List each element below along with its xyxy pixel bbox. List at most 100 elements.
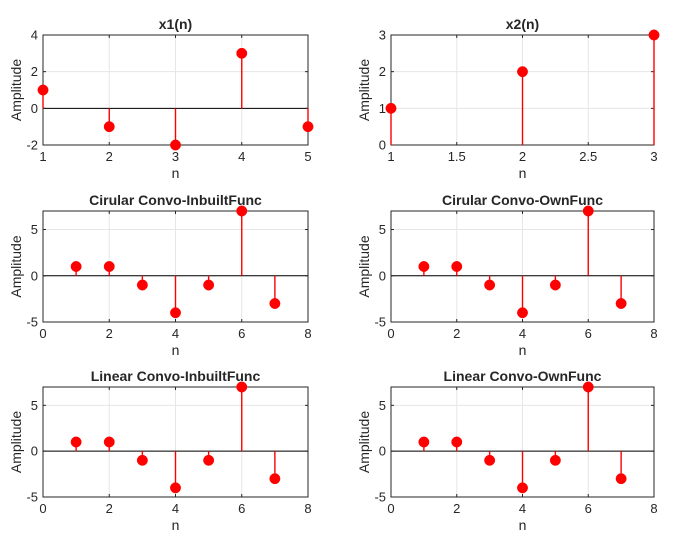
stem-marker: [236, 47, 248, 59]
y-tick-label: 3: [379, 28, 386, 43]
x-tick-label: 2: [106, 149, 113, 164]
stem-marker: [615, 298, 627, 309]
stem-marker: [582, 381, 594, 393]
x-tick-label: 4: [172, 501, 179, 516]
stem-marker: [451, 261, 463, 272]
y-tick-label: 5: [379, 398, 386, 413]
x-tick-label: 2: [106, 501, 113, 516]
x-tick-label: 2: [519, 149, 526, 164]
y-axis-label: Amplitude: [356, 235, 372, 297]
stem-series: [418, 381, 627, 494]
stem-marker: [103, 121, 115, 133]
x-tick-label: 2: [106, 326, 113, 341]
subplot-title: x1(n): [159, 16, 192, 32]
x-tick-label: 1: [39, 149, 46, 164]
subplot-title: Cirular Convo-OwnFunc: [442, 192, 603, 208]
x-axis-label: n: [172, 517, 180, 533]
y-axis-label: Amplitude: [356, 411, 372, 473]
stem-series: [70, 381, 281, 494]
stem-marker: [302, 121, 314, 133]
x-tick-label: 3: [650, 149, 657, 164]
y-axis-label: Amplitude: [356, 59, 372, 121]
y-tick-label: -5: [374, 490, 386, 505]
x-axis-label: n: [519, 342, 527, 358]
y-tick-label: 0: [31, 444, 38, 459]
x-axis-label: n: [172, 342, 180, 358]
y-tick-label: -5: [26, 315, 38, 330]
stem-series: [385, 29, 660, 145]
x-tick-label: 6: [585, 326, 592, 341]
x-tick-label: 4: [172, 326, 179, 341]
y-axis-label: Amplitude: [8, 59, 24, 121]
x-tick-label: 2: [453, 501, 460, 516]
x-tick-label: 4: [519, 326, 526, 341]
y-tick-label: 5: [379, 222, 386, 237]
stem-marker: [517, 66, 528, 78]
stem-marker: [170, 139, 181, 151]
x-axis-label: n: [519, 165, 527, 181]
stem-marker: [549, 279, 561, 291]
stem-series: [37, 47, 314, 151]
stem-marker: [517, 307, 528, 319]
x-tick-label: 0: [387, 501, 394, 516]
x-tick-label: 1.5: [448, 149, 466, 164]
y-tick-label: 1: [379, 101, 386, 116]
y-tick-label: 2: [31, 64, 38, 79]
stem-marker: [582, 205, 594, 217]
y-axis-label: Amplitude: [8, 411, 24, 473]
stem-marker: [648, 29, 660, 41]
stem-marker: [103, 436, 115, 448]
stem-series: [70, 205, 281, 319]
stem-marker: [484, 454, 496, 466]
x-tick-label: 6: [238, 501, 245, 516]
x-tick-label: 0: [39, 326, 46, 341]
y-tick-label: 0: [379, 138, 386, 153]
x-tick-label: 8: [304, 501, 311, 516]
y-tick-label: 0: [379, 444, 386, 459]
y-tick-label: 5: [31, 398, 38, 413]
x-tick-label: 2.5: [579, 149, 597, 164]
subplot-title: Linear Convo-OwnFunc: [444, 368, 602, 384]
stem-marker: [70, 261, 82, 272]
x-tick-label: 1: [387, 149, 394, 164]
stem-marker: [103, 261, 115, 272]
x-tick-label: 0: [387, 326, 394, 341]
x-tick-label: 8: [650, 501, 657, 516]
stem-series: [418, 205, 627, 319]
y-tick-label: 0: [31, 101, 38, 116]
x-tick-label: 0: [39, 501, 46, 516]
stem-marker: [37, 84, 49, 96]
x-tick-label: 6: [585, 501, 592, 516]
stem-marker: [236, 205, 248, 217]
stem-marker: [136, 279, 148, 291]
x-tick-label: 8: [650, 326, 657, 341]
stem-marker: [170, 307, 181, 319]
stem-marker: [418, 436, 430, 448]
x-tick-label: 8: [304, 326, 311, 341]
y-tick-label: -5: [374, 315, 386, 330]
stem-marker: [549, 454, 561, 466]
subplot-title: Linear Convo-InbuiltFunc: [91, 368, 261, 384]
x-tick-label: 2: [453, 326, 460, 341]
stem-marker: [451, 436, 463, 448]
y-tick-label: 4: [31, 28, 38, 43]
subplot-title: Cirular Convo-InbuiltFunc: [89, 192, 262, 208]
stem-marker: [615, 473, 627, 485]
stem-marker: [170, 482, 181, 494]
stem-marker: [203, 454, 215, 466]
y-axis-label: Amplitude: [8, 235, 24, 297]
stem-marker: [70, 436, 82, 448]
y-tick-label: -5: [26, 490, 38, 505]
y-tick-label: 5: [31, 222, 38, 237]
subplot-title: x2(n): [506, 16, 539, 32]
x-axis-label: n: [172, 165, 180, 181]
y-tick-label: 0: [31, 268, 38, 283]
stem-marker: [517, 482, 528, 494]
x-tick-label: 5: [304, 149, 311, 164]
stem-marker: [385, 102, 397, 114]
